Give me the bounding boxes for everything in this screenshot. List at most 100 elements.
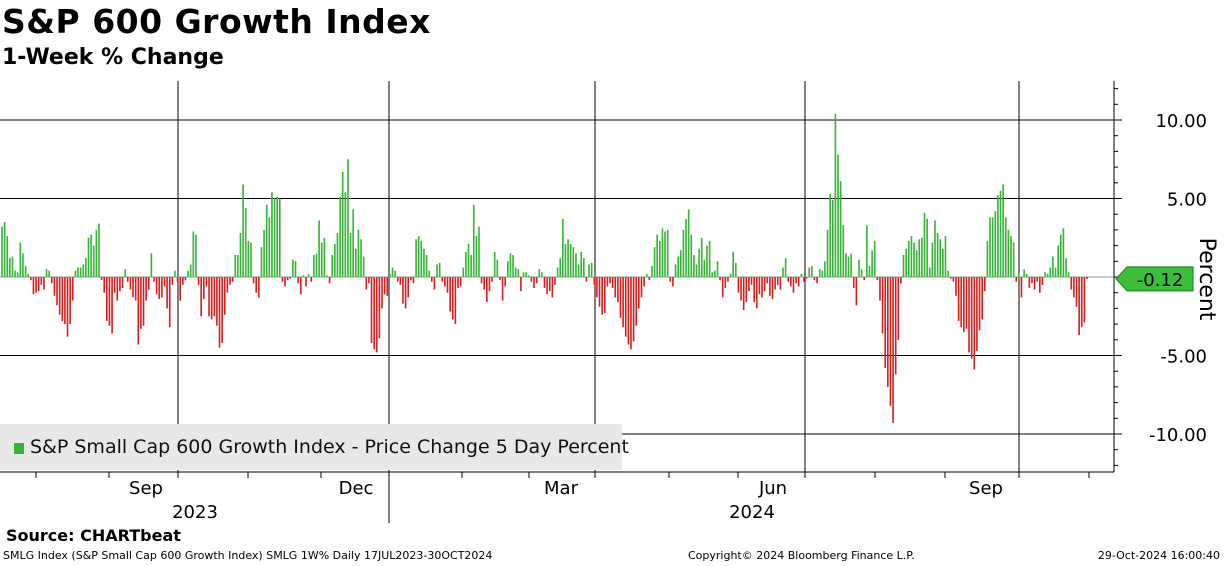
- bar: [666, 229, 669, 277]
- bar: [653, 247, 656, 277]
- bar: [913, 242, 915, 277]
- bar: [986, 240, 989, 277]
- bar: [706, 245, 708, 277]
- bar: [168, 277, 171, 328]
- bar: [1036, 277, 1039, 282]
- bar: [936, 233, 939, 277]
- bar: [299, 277, 302, 295]
- bar: [889, 277, 892, 406]
- bar: [82, 264, 85, 277]
- bar: [879, 277, 881, 301]
- bar: [478, 226, 480, 277]
- bar: [609, 277, 611, 284]
- bar: [499, 277, 501, 281]
- bar: [955, 277, 957, 296]
- y-tick-label: 10.00: [1155, 111, 1207, 132]
- bar: [674, 264, 677, 277]
- bar: [276, 196, 278, 277]
- bar: [336, 233, 339, 277]
- bar: [69, 277, 71, 325]
- bar: [1033, 277, 1036, 290]
- bar: [745, 277, 748, 303]
- bar: [71, 277, 74, 301]
- bar: [976, 277, 978, 351]
- bar: [362, 256, 365, 277]
- bar: [774, 277, 776, 290]
- bar: [373, 277, 375, 350]
- bar: [315, 253, 318, 277]
- bar: [273, 198, 276, 277]
- bar: [514, 267, 517, 277]
- bar: [672, 277, 674, 287]
- bar: [108, 277, 111, 326]
- bar: [866, 225, 868, 277]
- bar: [428, 270, 430, 277]
- bar: [79, 267, 82, 277]
- bar: [682, 229, 685, 277]
- bar: [286, 277, 289, 281]
- bar: [64, 277, 66, 325]
- bar: [876, 277, 879, 281]
- bar: [27, 273, 30, 277]
- bar: [1025, 273, 1028, 277]
- bar: [394, 270, 396, 277]
- bar: [90, 234, 92, 277]
- bar: [50, 277, 53, 284]
- bar: [829, 193, 831, 277]
- legend-label: S&P Small Cap 600 Growth Index - Price C…: [30, 436, 629, 458]
- bar: [931, 242, 934, 277]
- bar: [580, 251, 582, 277]
- footer-timestamp: 29-Oct-2024 16:00:40: [1097, 549, 1220, 562]
- bar: [244, 207, 247, 277]
- bar: [278, 198, 281, 277]
- bar: [900, 277, 902, 284]
- bar: [250, 242, 252, 277]
- bar: [491, 277, 493, 282]
- bar: [85, 258, 87, 277]
- last-value-label: -0.12: [1137, 270, 1184, 291]
- bar: [598, 277, 601, 307]
- bar: [357, 229, 360, 277]
- bar: [1062, 228, 1065, 277]
- bar: [208, 277, 210, 317]
- bar: [184, 277, 187, 281]
- bar: [213, 277, 216, 317]
- bar: [1018, 272, 1020, 277]
- bar: [659, 240, 661, 277]
- bar: [1054, 267, 1057, 277]
- bar: [797, 277, 800, 287]
- bar: [349, 233, 352, 277]
- bar: [465, 251, 467, 277]
- bar: [564, 244, 567, 277]
- bar: [486, 277, 488, 303]
- bar: [307, 273, 310, 277]
- bar: [949, 277, 952, 279]
- bar: [365, 277, 368, 290]
- bar: [265, 204, 268, 277]
- bar: [583, 258, 585, 277]
- bar: [496, 259, 499, 277]
- y-axis-title: Percent: [1194, 238, 1219, 321]
- bar: [805, 277, 808, 279]
- bar: [651, 266, 653, 277]
- bar: [724, 277, 727, 288]
- bar: [368, 277, 370, 284]
- bar: [619, 277, 622, 318]
- bar: [134, 277, 137, 301]
- bar: [957, 277, 960, 321]
- bar: [527, 275, 530, 277]
- bar: [700, 237, 703, 277]
- bar: [1041, 277, 1044, 285]
- bar: [622, 277, 624, 328]
- bar: [771, 277, 774, 299]
- bar: [166, 277, 168, 309]
- bar: [423, 248, 425, 277]
- bar: [735, 262, 737, 277]
- bar: [386, 277, 389, 296]
- bar: [554, 277, 556, 285]
- bar: [1075, 277, 1078, 307]
- bar: [779, 277, 782, 290]
- bar: [782, 267, 784, 277]
- bar: [769, 277, 771, 296]
